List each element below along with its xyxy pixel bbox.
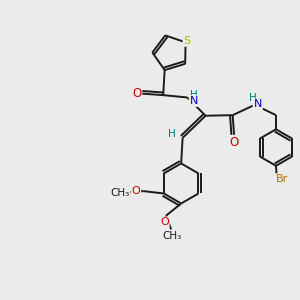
Text: H: H: [190, 89, 198, 100]
Text: N: N: [190, 96, 198, 106]
Text: O: O: [131, 186, 140, 196]
Text: CH₃: CH₃: [163, 231, 182, 241]
Text: O: O: [160, 217, 169, 227]
Text: Br: Br: [276, 174, 289, 184]
Text: H: H: [168, 129, 175, 139]
Text: N: N: [254, 99, 262, 109]
Text: H: H: [249, 93, 257, 103]
Text: O: O: [132, 87, 141, 100]
Text: S: S: [184, 36, 190, 46]
Text: CH₃: CH₃: [110, 188, 129, 198]
Text: O: O: [230, 136, 239, 149]
